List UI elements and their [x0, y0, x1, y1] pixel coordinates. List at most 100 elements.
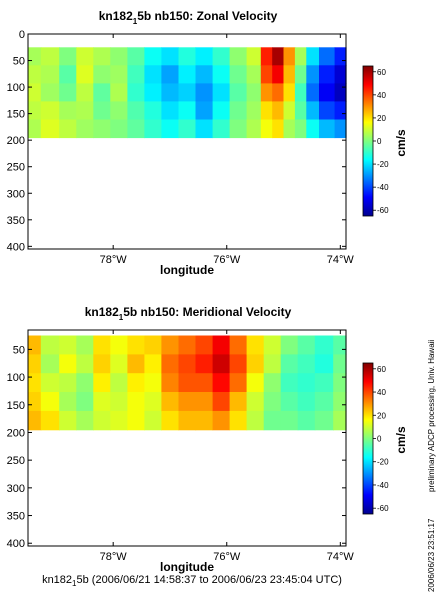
data-cell [195, 410, 214, 431]
data-cell [28, 410, 42, 431]
data-cell [229, 119, 248, 139]
y-tick-label: 400 [7, 538, 25, 550]
y-tick-label: 350 [7, 215, 25, 227]
data-cell [280, 354, 299, 374]
data-cell [195, 47, 214, 66]
data-cell [161, 335, 179, 355]
colorbar-tick-label: 40 [377, 388, 386, 397]
data-cell [161, 101, 179, 120]
data-cell [178, 119, 197, 139]
data-cell [212, 410, 231, 431]
data-cell [195, 83, 214, 102]
data-cell [280, 410, 299, 431]
data-cell [40, 65, 60, 84]
data-cell [161, 119, 179, 139]
data-cell [283, 119, 296, 139]
data-cell [59, 354, 77, 374]
zonal-x-axis-label: longitude [160, 263, 214, 277]
meridional-x-ticks: 78°W 76°W 74°W [100, 330, 354, 563]
data-cell [195, 335, 214, 355]
data-cell [319, 47, 336, 66]
data-cell [59, 119, 77, 139]
data-cell [28, 335, 42, 355]
data-cell [59, 83, 77, 102]
data-cell [314, 335, 334, 355]
data-cell [246, 392, 265, 412]
data-cell [178, 83, 197, 102]
data-cell [297, 373, 316, 393]
data-cell [28, 65, 42, 84]
zonal-colorbar-label: cm/s [394, 129, 408, 157]
data-cell [272, 47, 285, 66]
data-cell [144, 335, 162, 355]
data-cell [110, 65, 128, 84]
cruise-footer: kn18215b (2006/06/21 14:58:37 to 2006/06… [42, 574, 342, 588]
x-tick-label: 78°W [100, 551, 128, 563]
data-cell [28, 354, 42, 374]
colorbar-tick-label: -40 [377, 183, 389, 192]
zonal-colorbar-ticks: 60 40 20 0 -20 -40 -60 [373, 68, 389, 215]
colorbar-tick-label: 40 [377, 91, 386, 100]
data-cell [229, 354, 248, 374]
data-cell [76, 47, 94, 66]
data-cell [195, 373, 214, 393]
data-cell [59, 392, 77, 412]
zonal-x-ticks: 78°W 76°W 74°W [100, 34, 354, 266]
data-cell [127, 335, 145, 355]
data-cell [76, 392, 94, 412]
colorbar-tick-label: 60 [377, 365, 386, 374]
data-cell [294, 83, 307, 102]
data-cell [59, 65, 77, 84]
data-cell [144, 373, 162, 393]
data-cell [144, 354, 162, 374]
data-cell [59, 373, 77, 393]
data-cell [212, 101, 231, 120]
meridional-x-axis-label: longitude [160, 560, 214, 574]
data-cell [76, 335, 94, 355]
data-cell [28, 47, 42, 66]
data-cell [59, 47, 77, 66]
data-cell [161, 65, 179, 84]
data-cell [263, 410, 282, 431]
colorbar-tick-label: -20 [377, 160, 389, 169]
data-cell [127, 392, 145, 412]
data-cell [144, 392, 162, 412]
data-cell [263, 354, 282, 374]
data-cell [28, 373, 42, 393]
data-cell [306, 101, 320, 120]
data-cell [306, 83, 320, 102]
data-cell [283, 65, 296, 84]
y-tick-label: 250 [7, 162, 25, 174]
data-cell [229, 83, 248, 102]
data-cell [297, 410, 316, 431]
y-tick-label: 300 [7, 483, 25, 495]
colorbar-tick-label: -60 [377, 206, 389, 215]
data-cell [294, 119, 307, 139]
data-cell [319, 83, 336, 102]
colorbar-tick-label: -40 [377, 481, 389, 490]
data-cell [76, 354, 94, 374]
data-cell [195, 354, 214, 374]
data-cell [319, 101, 336, 120]
data-cell [40, 354, 60, 374]
data-cell [161, 373, 179, 393]
data-cell [127, 354, 145, 374]
data-cell [93, 392, 111, 412]
data-cell [229, 47, 248, 66]
data-cell [195, 392, 214, 412]
data-cell [283, 101, 296, 120]
colorbar-tick-label: 0 [377, 137, 382, 146]
data-cell [306, 47, 320, 66]
zonal-velocity-panel: kn18215b nb150: Zonal Velocity 0 50 100 150… [7, 9, 408, 277]
data-cell [260, 47, 273, 66]
y-tick-label: 100 [7, 372, 25, 384]
data-cell [280, 373, 299, 393]
data-cell [93, 335, 111, 355]
data-cell [212, 83, 231, 102]
data-cell [178, 101, 197, 120]
y-tick-label: 300 [7, 188, 25, 200]
data-cell [319, 65, 336, 84]
y-tick-label: 50 [13, 344, 25, 356]
data-cell [272, 65, 285, 84]
data-cell [263, 373, 282, 393]
